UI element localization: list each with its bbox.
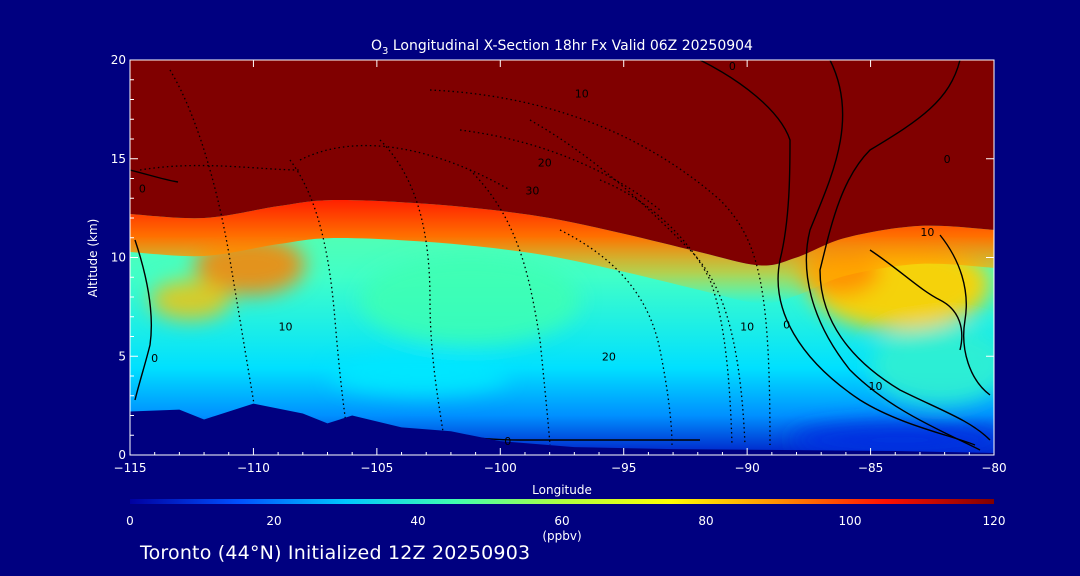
terrain [130, 403, 994, 455]
x-tick-label: −110 [237, 461, 270, 475]
x-tick-label: −105 [360, 461, 393, 475]
colorbar-tick-label: 120 [983, 514, 1006, 528]
y-tick-label: 5 [118, 349, 126, 363]
x-axis: −115 −110 −105 −100 −95 −90 −85 −80 [114, 60, 1007, 475]
contour-dotted-11 [459, 129, 661, 211]
contour-dotted-6 [429, 89, 771, 446]
chart-title: O3 Longitudinal X-Section 18hr Fx Valid … [371, 38, 753, 57]
high-ozone-blob-west-2 [150, 280, 230, 320]
colorbar [130, 499, 994, 504]
contour-solid-3 [819, 60, 991, 441]
contour-label: 0 [139, 182, 146, 195]
low-ozone-blob-center [360, 255, 580, 345]
contour-label: 0 [504, 435, 511, 448]
cyan-blob-center [330, 355, 510, 395]
contour-solid-5 [939, 234, 991, 396]
x-tick-label: −95 [611, 461, 636, 475]
colorbar-tick-label: 40 [410, 514, 425, 528]
colorbar-tick-label: 20 [266, 514, 281, 528]
y-tick-label: 10 [111, 251, 126, 265]
x-tick-label: −90 [734, 461, 759, 475]
contour-label: 10 [740, 321, 754, 334]
contour-label: 10 [869, 380, 883, 393]
y-axis-label: Altitude (km) [86, 219, 100, 298]
contour-label: 30 [525, 184, 539, 197]
contour-dotted-1 [169, 69, 261, 441]
title-subscript: 3 [382, 46, 388, 57]
footer-caption: Toronto (44°N) Initialized 12Z 20250903 [140, 542, 531, 564]
contour-dotted-7 [559, 229, 673, 446]
contour-dotted-4 [469, 169, 551, 446]
contour-label: 0 [729, 60, 736, 73]
colorbar-tick-label: 60 [554, 514, 569, 528]
cyan-blob-east [870, 325, 994, 405]
contour-solid-7 [134, 239, 153, 401]
colorbar-tick-label: 80 [698, 514, 713, 528]
colorbar-label: (ppbv) [542, 529, 581, 543]
y-tick-label: 15 [111, 152, 126, 166]
x-tick-label: −85 [858, 461, 883, 475]
contour-label: 20 [538, 157, 552, 170]
plot-area: 0 10 20 30 0 0 10 10 10 20 0 10 0 0 [130, 60, 994, 455]
x-axis-label: Longitude [532, 483, 592, 497]
stratosphere-field [130, 60, 994, 266]
x-tick-label: −100 [484, 461, 517, 475]
colorbar-tick-label: 0 [126, 514, 134, 528]
contour-label: 0 [944, 153, 951, 166]
contour-solid-4 [869, 249, 963, 351]
colorbar-tick-label: 100 [839, 514, 862, 528]
contour-label: 10 [279, 321, 293, 334]
contour-solid-6 [130, 169, 179, 183]
contour-label: 0 [151, 352, 158, 365]
contour-solid-2 [805, 60, 981, 451]
contour-label: 10 [575, 88, 589, 101]
colorbar-ticks: 0 20 40 60 80 100 120 [126, 514, 1005, 528]
title-text: Longitudinal X-Section 18hr Fx Valid 06Z… [388, 38, 753, 54]
contour-dotted-9 [299, 144, 511, 191]
x-tick-label: −80 [981, 461, 1006, 475]
contour-label: 10 [920, 226, 934, 239]
contour-lines [130, 60, 991, 451]
contour-label: 0 [783, 319, 790, 332]
blue-surface-blob-east [790, 422, 994, 455]
y-tick-label: 20 [111, 53, 126, 67]
y-axis: 0 5 10 15 20 [111, 53, 994, 462]
contour-solid-1 [699, 60, 976, 446]
y-tick-label: 0 [118, 448, 126, 462]
contour-labels: 0 10 20 30 0 0 10 10 10 20 0 10 0 0 [139, 60, 951, 448]
title-species: O [371, 38, 382, 54]
x-tick-label: −115 [114, 461, 147, 475]
contour-dotted-3 [379, 139, 446, 446]
contour-label: 20 [602, 350, 616, 363]
